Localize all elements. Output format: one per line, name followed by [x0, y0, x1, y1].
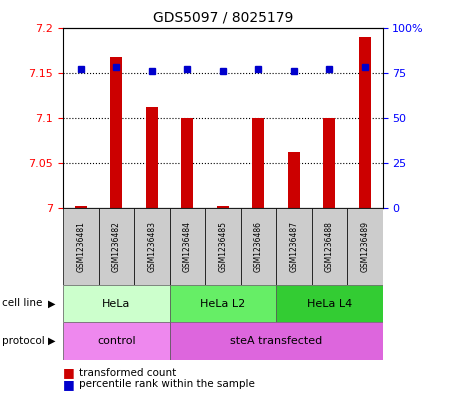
Text: steA transfected: steA transfected	[230, 336, 322, 346]
Bar	[63, 208, 99, 285]
Bar	[216, 206, 229, 208]
Text: GSM1236489: GSM1236489	[360, 221, 369, 272]
Title: GDS5097 / 8025179: GDS5097 / 8025179	[153, 11, 293, 25]
Text: HeLa L4: HeLa L4	[306, 299, 352, 309]
Text: control: control	[97, 336, 135, 346]
Bar	[170, 285, 276, 322]
Bar	[252, 118, 265, 208]
Text: HeLa L2: HeLa L2	[200, 299, 245, 309]
Bar	[75, 206, 87, 208]
Text: ▶: ▶	[48, 336, 55, 346]
Bar	[240, 208, 276, 285]
Text: GSM1236486: GSM1236486	[254, 221, 263, 272]
Text: GSM1236485: GSM1236485	[218, 221, 227, 272]
Bar	[276, 208, 311, 285]
Bar	[347, 208, 382, 285]
Bar	[205, 208, 240, 285]
Text: percentile rank within the sample: percentile rank within the sample	[79, 379, 255, 389]
Bar	[181, 118, 194, 208]
Bar	[99, 208, 134, 285]
Text: ■: ■	[63, 366, 75, 379]
Bar	[276, 285, 382, 322]
Bar	[170, 208, 205, 285]
Bar	[110, 57, 122, 208]
Bar	[170, 322, 382, 360]
Bar	[145, 107, 158, 208]
Text: GSM1236484: GSM1236484	[183, 221, 192, 272]
Text: GSM1236482: GSM1236482	[112, 221, 121, 272]
Text: HeLa: HeLa	[102, 299, 130, 309]
Text: transformed count: transformed count	[79, 367, 176, 378]
Text: protocol: protocol	[2, 336, 45, 346]
Bar	[323, 118, 335, 208]
Bar	[288, 152, 300, 208]
Text: GSM1236488: GSM1236488	[325, 221, 334, 272]
Text: GSM1236487: GSM1236487	[289, 221, 298, 272]
Bar	[134, 208, 170, 285]
Bar	[359, 37, 371, 208]
Bar	[63, 322, 170, 360]
Bar	[63, 285, 170, 322]
Text: GSM1236481: GSM1236481	[76, 221, 85, 272]
Text: cell line: cell line	[2, 298, 43, 309]
Text: ■: ■	[63, 378, 75, 391]
Bar	[311, 208, 347, 285]
Text: ▶: ▶	[48, 298, 55, 309]
Text: GSM1236483: GSM1236483	[147, 221, 156, 272]
